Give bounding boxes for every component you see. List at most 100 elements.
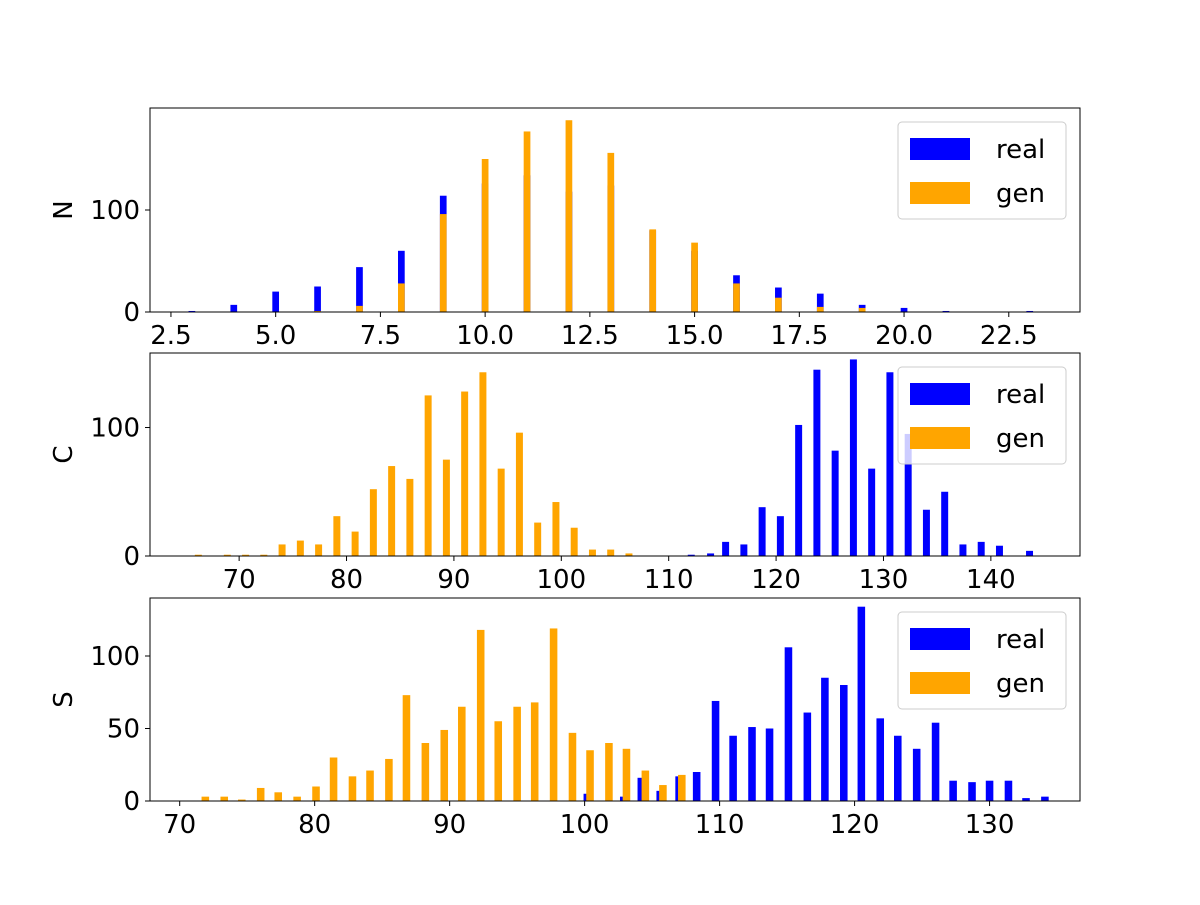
bar-gen xyxy=(607,549,615,556)
x-tick-label: 12.5 xyxy=(561,321,619,351)
bar-gen xyxy=(314,310,321,312)
bar-real xyxy=(868,468,876,556)
bar-gen xyxy=(440,729,449,801)
bar-real xyxy=(941,491,949,556)
bar-real xyxy=(977,541,985,556)
legend: real gen xyxy=(897,611,1067,710)
bar-real xyxy=(949,780,957,801)
x-tick-label: 110 xyxy=(644,565,694,595)
bar-real xyxy=(931,722,940,801)
bar-gen xyxy=(402,695,411,801)
bar-real xyxy=(1026,550,1034,556)
bar-real xyxy=(722,541,730,556)
bar-gen xyxy=(549,628,558,801)
bar-real xyxy=(784,647,793,801)
bar-real xyxy=(692,772,701,801)
bar-real xyxy=(230,304,238,312)
bar-gen xyxy=(479,372,487,556)
x-tick-label: 70 xyxy=(163,810,196,840)
legend-swatch-real xyxy=(910,138,970,160)
bar-real xyxy=(356,267,363,312)
bar-gen xyxy=(494,721,503,801)
bar-gen xyxy=(366,770,374,801)
bar-gen xyxy=(605,743,613,801)
x-tick-label: 140 xyxy=(966,565,1016,595)
bar-gen xyxy=(513,706,521,801)
bar-real xyxy=(876,718,885,801)
x-tick-label: 7.5 xyxy=(360,321,401,351)
x-tick-label: 15.0 xyxy=(666,321,724,351)
bar-real xyxy=(1026,310,1034,312)
bar-real xyxy=(813,369,821,556)
bar-real xyxy=(886,372,894,556)
x-tick-label: 20.0 xyxy=(875,321,933,351)
bar-gen xyxy=(625,553,633,556)
legend-swatch-real xyxy=(910,383,970,405)
bar-real xyxy=(894,735,902,801)
bar-real xyxy=(1004,780,1013,801)
bar-gen xyxy=(659,785,667,801)
x-tick-label: 22.5 xyxy=(980,321,1038,351)
x-tick-label: 110 xyxy=(695,810,745,840)
y-axis-label: N xyxy=(49,200,79,219)
bar-real xyxy=(758,507,766,556)
bar-gen xyxy=(256,787,265,801)
x-tick-label: 100 xyxy=(536,565,586,595)
bar-gen xyxy=(442,459,450,556)
bar-gen xyxy=(476,629,485,801)
bar-gen xyxy=(260,554,268,556)
bar-real xyxy=(959,544,967,556)
bar-real xyxy=(637,777,646,801)
x-tick-label: 90 xyxy=(433,810,466,840)
bar-real xyxy=(740,544,748,556)
bar-gen xyxy=(194,554,202,556)
bar-gen xyxy=(565,120,573,313)
bar-real xyxy=(803,712,812,801)
bar-real xyxy=(707,553,715,556)
bar-gen xyxy=(329,757,338,801)
bar-real xyxy=(942,310,950,312)
x-tick-label: 10.0 xyxy=(456,321,514,351)
bar-gen xyxy=(315,544,323,556)
x-tick-label: 80 xyxy=(330,565,363,595)
bar-gen xyxy=(439,214,447,312)
legend-label-real: real xyxy=(996,380,1045,410)
bar-gen xyxy=(775,297,782,312)
bar-gen xyxy=(369,489,377,556)
bar-gen xyxy=(333,516,341,556)
bar-real xyxy=(922,509,930,556)
axes-frame xyxy=(149,597,1081,802)
bar-gen xyxy=(858,307,866,312)
bar-gen xyxy=(385,758,393,801)
x-tick-label: 120 xyxy=(751,565,801,595)
legend: real gen xyxy=(897,366,1067,465)
bar-gen xyxy=(424,395,432,556)
bar-real xyxy=(765,728,774,801)
legend-label-gen: gen xyxy=(996,669,1045,699)
bar-gen xyxy=(220,796,229,801)
bar-real xyxy=(821,677,829,801)
bar-gen xyxy=(274,792,283,801)
bar-gen xyxy=(388,466,396,556)
x-tick-label: 80 xyxy=(298,810,331,840)
legend-swatch-gen xyxy=(910,427,970,449)
x-tick-label: 130 xyxy=(965,810,1015,840)
bar-gen xyxy=(523,131,531,312)
bar-gen xyxy=(649,229,657,312)
bar-gen xyxy=(312,786,320,801)
bar-real xyxy=(795,424,803,556)
bar-gen xyxy=(406,478,414,556)
bar-gen xyxy=(622,748,631,801)
bar-real xyxy=(687,554,695,556)
bar-real xyxy=(985,780,994,801)
bar-real xyxy=(272,291,280,312)
y-tick-label: 100 xyxy=(90,414,140,444)
bar-gen xyxy=(481,159,489,312)
bar-gen xyxy=(588,549,596,556)
bar-real xyxy=(840,685,848,801)
x-tick-label: 5.0 xyxy=(255,321,296,351)
bar-gen xyxy=(238,799,246,801)
